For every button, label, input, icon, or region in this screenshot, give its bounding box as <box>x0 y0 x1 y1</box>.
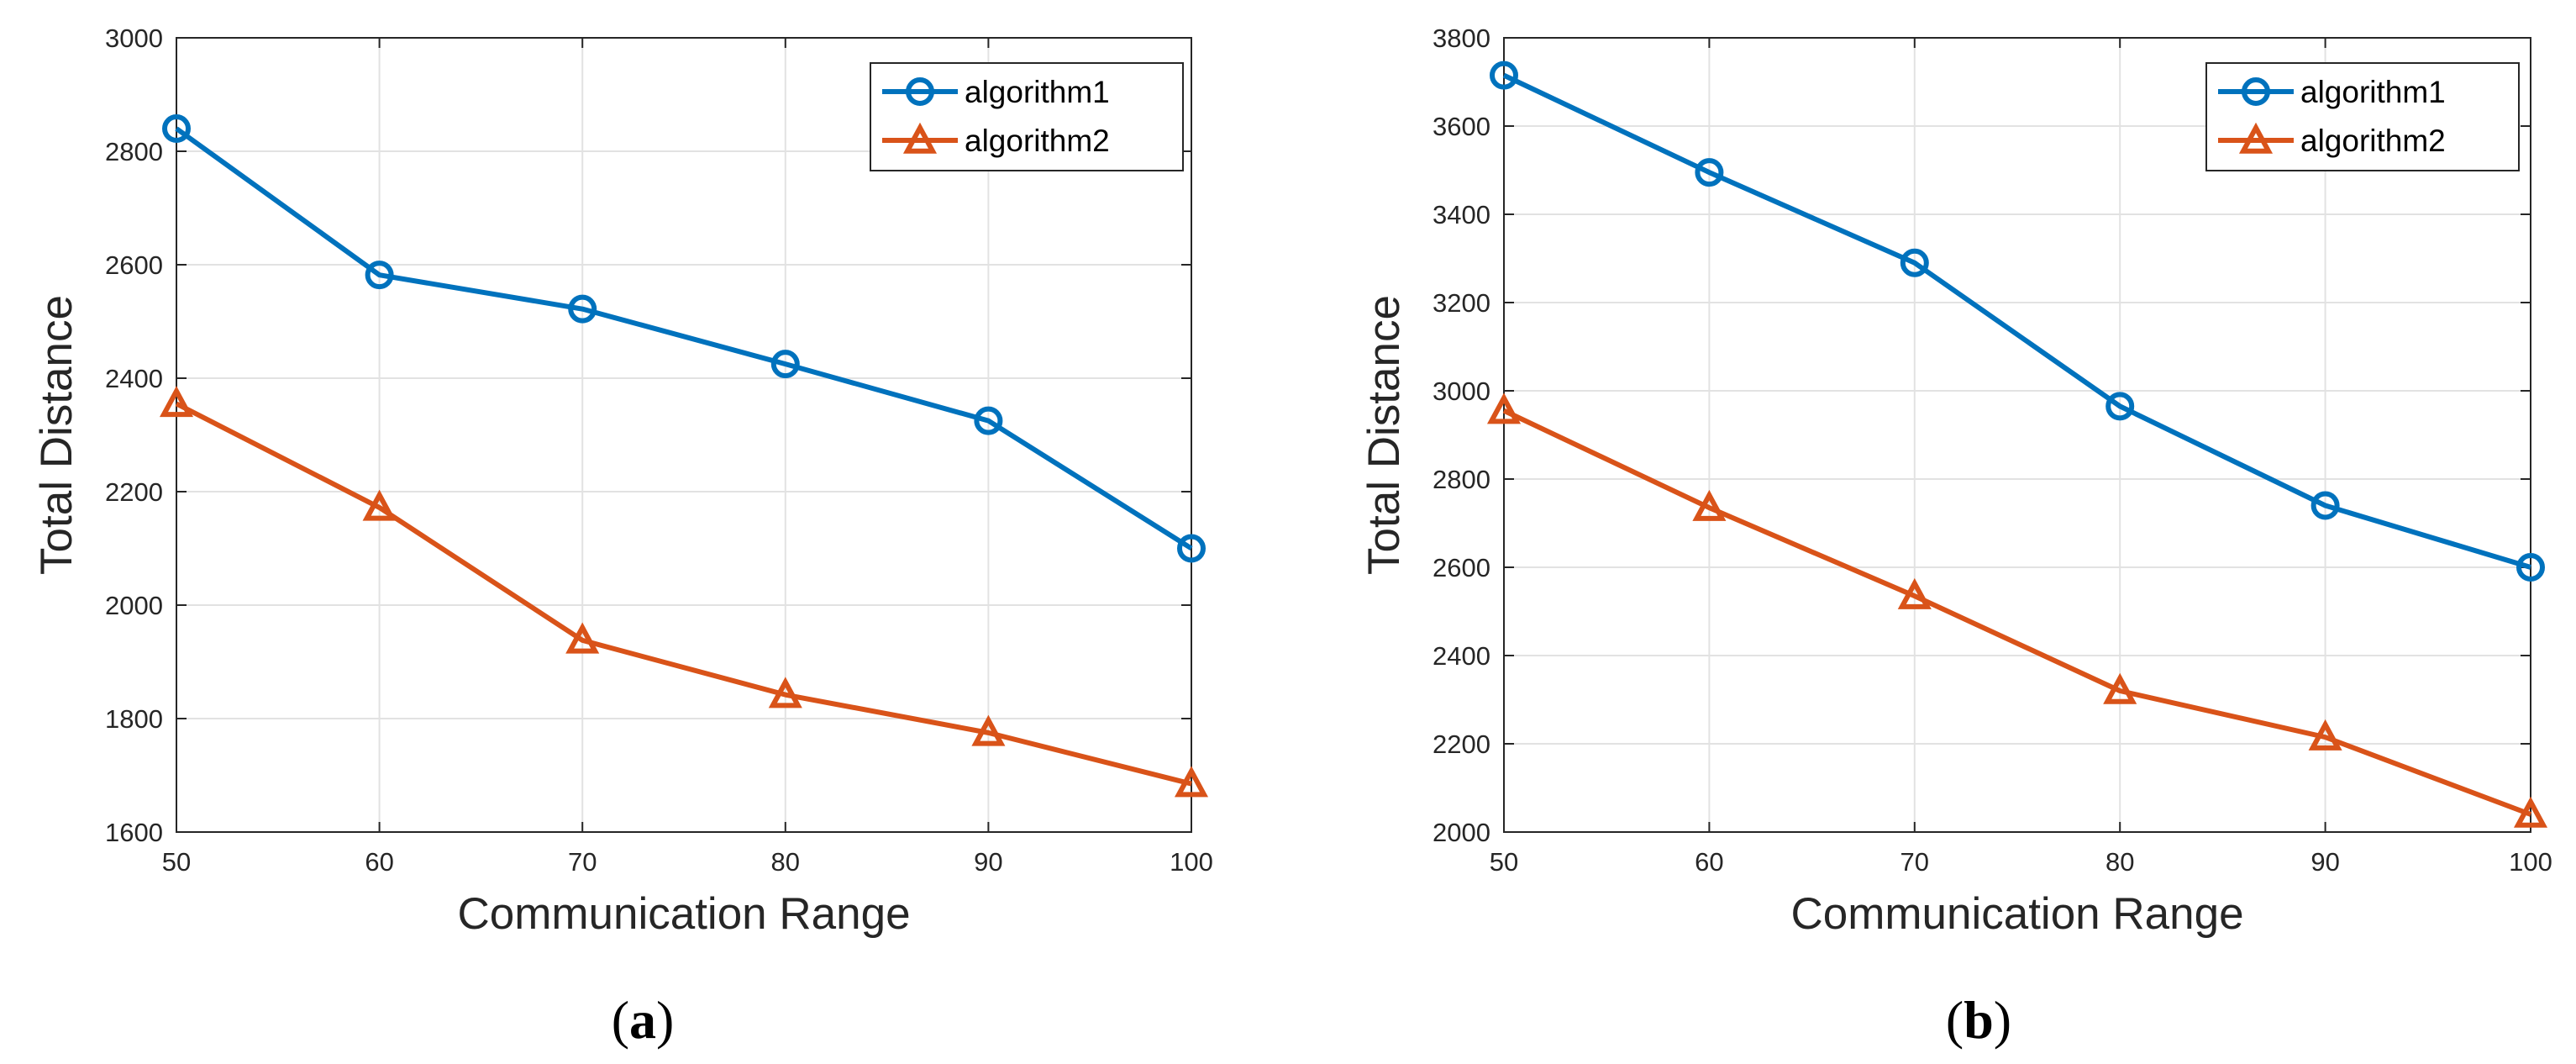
panel-caption: (a) <box>612 990 675 1050</box>
y-tick-label: 2600 <box>1433 553 1490 582</box>
data-point-algorithm2 <box>1486 392 1522 424</box>
y-tick-label: 2200 <box>105 477 163 507</box>
data-point-algorithm1 <box>2105 392 2135 421</box>
data-point-algorithm2 <box>1174 766 1209 798</box>
y-tick-label: 2200 <box>1433 730 1490 759</box>
x-tick-label: 60 <box>365 847 393 877</box>
data-point-algorithm1 <box>1900 248 1929 277</box>
chart-panel-a: 50 60 70 80 90 100 1600 1800 2000 2200 2400 2600 280… <box>32 24 1213 1050</box>
x-tick-label: 90 <box>2311 847 2339 877</box>
y-tick-label: 3200 <box>1433 288 1490 318</box>
y-tick-label: 3000 <box>105 24 163 53</box>
data-point-algorithm1 <box>2516 553 2545 582</box>
y-tick-label: 2000 <box>1433 818 1490 847</box>
series-line-algorithm1 <box>175 126 1193 551</box>
legend-label: algorithm2 <box>2300 124 2446 158</box>
caption-letter: a <box>629 990 656 1050</box>
x-tick-label: 80 <box>771 847 800 877</box>
y-tick-label: 1600 <box>105 818 163 847</box>
legend: algorithm1 algorithm2 <box>2205 62 2520 171</box>
legend-marker-triangle <box>902 122 938 154</box>
x-tick-label: 80 <box>2105 847 2134 877</box>
y-tick-label: 3000 <box>1433 377 1490 406</box>
data-point-algorithm2 <box>2308 719 2342 751</box>
x-tick-label: 70 <box>1900 847 1929 877</box>
data-point-algorithm1 <box>365 261 394 290</box>
legend-label: algorithm1 <box>2300 75 2446 109</box>
data-point-algorithm1 <box>974 406 1003 435</box>
y-tick-label: 2600 <box>105 250 163 280</box>
series-line-algorithm1 <box>1502 72 2531 570</box>
panel-caption: (b) <box>1946 990 2011 1050</box>
data-point-algorithm1 <box>2311 491 2340 520</box>
data-point-algorithm2 <box>362 489 397 521</box>
y-axis-label: Total Distance <box>32 295 81 575</box>
data-point-algorithm2 <box>2103 672 2137 704</box>
chart-panel-b: 50 60 70 80 90 100 2000 2200 2400 2600 2800 3000 320… <box>1359 24 2552 1050</box>
data-point-algorithm2 <box>565 622 600 654</box>
caption-paren-close: ) <box>656 990 674 1050</box>
legend-label: algorithm1 <box>965 75 1110 109</box>
x-axis-label: Communication Range <box>457 889 910 939</box>
legend-label: algorithm2 <box>965 124 1110 158</box>
x-tick-label: 60 <box>1695 847 1723 877</box>
legend-marker-triangle <box>2238 122 2274 154</box>
data-point-algorithm2 <box>1897 577 1932 609</box>
x-tick-label: 90 <box>974 847 1002 877</box>
y-tick-label: 3400 <box>1433 200 1490 229</box>
legend: algorithm1 algorithm2 <box>870 62 1184 171</box>
axes-box <box>1503 37 2531 833</box>
axes-box <box>176 37 1192 833</box>
x-tick-label: 50 <box>162 847 191 877</box>
data-point-algorithm2 <box>2513 796 2548 828</box>
x-axis-label: Communication Range <box>1790 889 2243 939</box>
data-point-algorithm1 <box>1695 158 1724 187</box>
data-point-algorithm1 <box>568 294 597 324</box>
data-point-algorithm2 <box>159 386 194 418</box>
y-tick-label: 2800 <box>105 137 163 166</box>
y-tick-label: 3800 <box>1433 24 1490 53</box>
data-point-algorithm1 <box>1177 534 1206 563</box>
data-point-algorithm2 <box>768 677 802 708</box>
series-line-algorithm2 <box>1502 408 2532 817</box>
x-tick-label: 100 <box>2509 847 2552 877</box>
y-tick-label: 3600 <box>1433 112 1490 141</box>
y-tick-label: 2000 <box>105 591 163 620</box>
y-tick-label: 2800 <box>1433 465 1490 494</box>
data-point-algorithm1 <box>770 350 800 379</box>
legend-marker-circle <box>906 77 934 106</box>
caption-paren-close: ) <box>1994 990 2011 1050</box>
caption-paren-open: ( <box>1946 990 1964 1050</box>
data-point-algorithm2 <box>1692 489 1727 521</box>
caption-paren-open: ( <box>612 990 629 1050</box>
x-tick-label: 50 <box>1490 847 1518 877</box>
y-axis-label: Total Distance <box>1359 295 1409 575</box>
data-point-algorithm1 <box>162 114 191 143</box>
y-tick-label: 2400 <box>1433 641 1490 671</box>
x-tick-label: 70 <box>568 847 597 877</box>
data-point-algorithm2 <box>971 714 1006 746</box>
legend-marker-circle <box>2242 77 2270 106</box>
data-point-algorithm1 <box>1490 61 1518 90</box>
caption-letter: b <box>1964 990 1994 1050</box>
y-tick-label: 2400 <box>105 364 163 393</box>
y-tick-label: 1800 <box>105 704 163 734</box>
x-tick-label: 100 <box>1170 847 1213 877</box>
series-line-algorithm2 <box>175 401 1192 787</box>
